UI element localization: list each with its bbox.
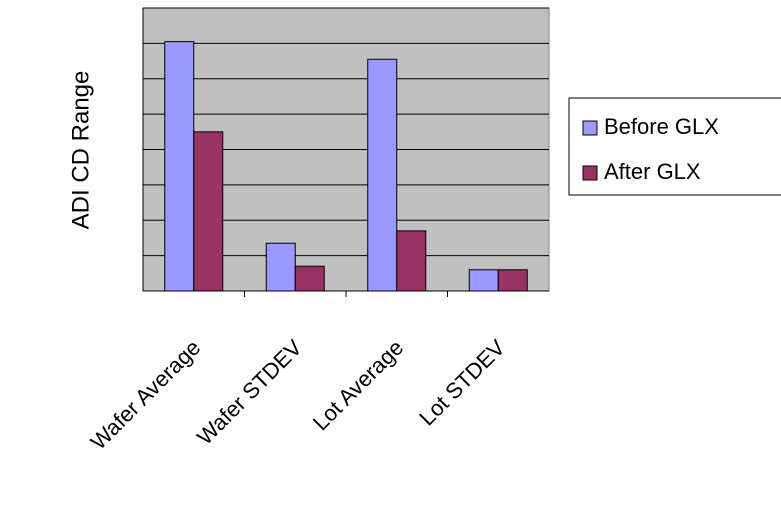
x-tick-label: Wafer STDEV xyxy=(192,335,307,450)
legend-label: After GLX xyxy=(604,159,701,184)
bar xyxy=(265,242,296,292)
x-tick-label: Wafer Average xyxy=(86,335,206,455)
bar xyxy=(164,41,195,292)
bar xyxy=(367,58,398,292)
bar xyxy=(193,131,224,292)
legend xyxy=(568,97,781,196)
bar xyxy=(497,269,528,292)
x-tick-label: Lot STDEV xyxy=(414,335,510,431)
legend-label: Before GLX xyxy=(604,114,719,139)
x-tick-label: Lot Average xyxy=(308,335,408,435)
legend-swatch xyxy=(582,120,598,136)
bar xyxy=(468,269,499,292)
bar xyxy=(396,230,427,292)
legend-swatch xyxy=(582,165,598,181)
y-axis-label: ADI CD Range xyxy=(67,71,94,230)
bar xyxy=(294,265,325,292)
